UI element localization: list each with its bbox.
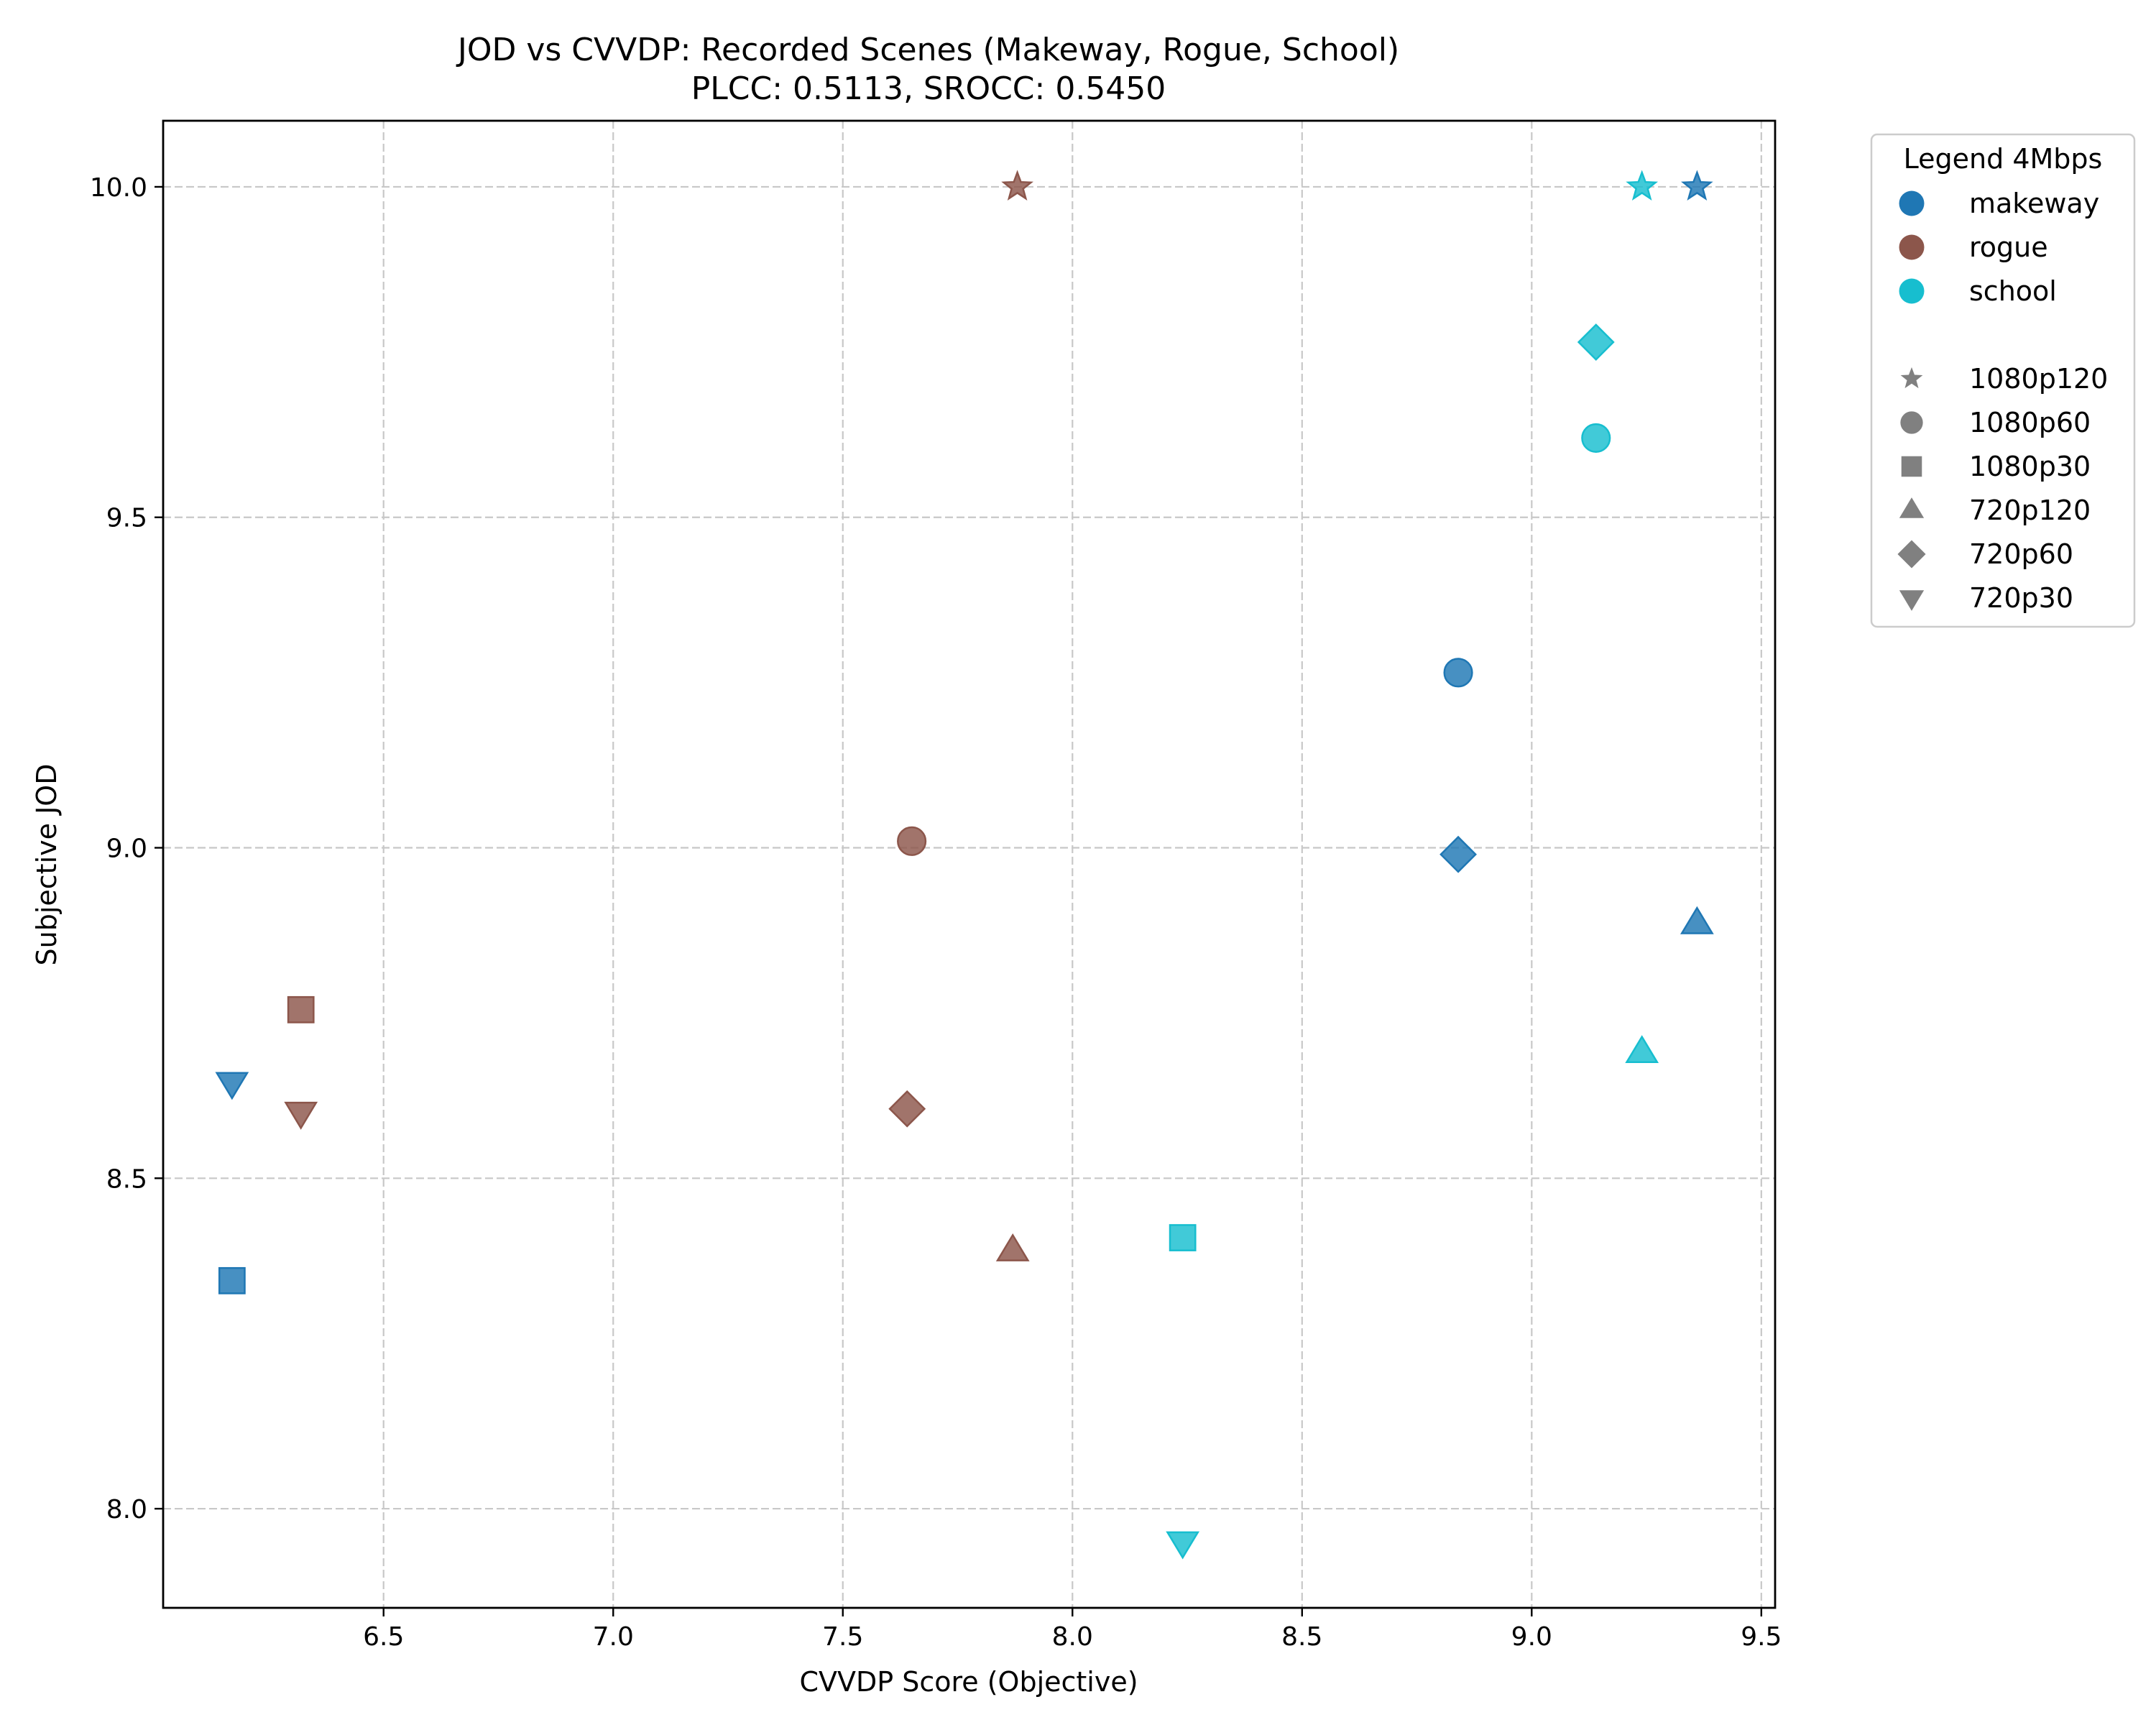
y-tick-label: 8.5: [106, 1164, 147, 1194]
x-tick-label: 8.0: [1052, 1622, 1093, 1652]
y-axis-label: Subjective JOD: [31, 764, 63, 966]
legend-marker-school: [1899, 278, 1925, 304]
data-point-school-1080p30: [1169, 1224, 1197, 1251]
y-tick-label: 10.0: [90, 173, 147, 203]
data-point-makeway-720p30: [215, 1072, 249, 1100]
legend-marker-720p120: [1899, 497, 1925, 518]
legend-marker-1080p60: [1900, 411, 1923, 434]
legend-label-720p60: 720p60: [1969, 538, 2073, 570]
data-point-makeway-1080p30: [218, 1266, 246, 1294]
legend-label-makeway: makeway: [1969, 188, 2099, 219]
legend-marker-rogue: [1899, 234, 1925, 260]
x-tick-label: 8.5: [1281, 1622, 1322, 1652]
x-tick-label: 7.5: [822, 1622, 863, 1652]
data-point-rogue-1080p30: [287, 995, 315, 1024]
legend-label-rogue: rogue: [1969, 231, 2048, 263]
legend-label-720p120: 720p120: [1969, 494, 2091, 526]
legend-entries: makeway rogue school 1080p120 1080p60 1080p30…: [1897, 188, 2108, 614]
legend-box: [1870, 133, 2136, 628]
data-point-rogue-1080p120: [1001, 170, 1033, 201]
data-point-rogue-720p120: [995, 1233, 1030, 1261]
legend-label-1080p30: 1080p30: [1969, 451, 2091, 482]
data-point-makeway-1080p120: [1681, 170, 1713, 201]
y-tick-label: 9.5: [106, 504, 147, 533]
chart-title: JOD vs CVVDP: Recorded Scenes (Makeway, …: [456, 32, 1399, 68]
grid-lines: [163, 121, 1775, 1608]
data-point-school-1080p60: [1581, 423, 1611, 453]
data-point-rogue-720p30: [284, 1101, 318, 1130]
axis-ticks: 6.5 7.0 7.5 8.0 8.5 9.0 9.5 8.0 8.5 9.0 9.5 10.0: [90, 173, 1782, 1652]
data-point-school-720p60: [1577, 323, 1615, 361]
data-point-makeway-720p60: [1439, 835, 1477, 873]
x-tick-label: 9.5: [1741, 1622, 1782, 1652]
x-tick-label: 6.5: [363, 1622, 404, 1652]
legend: Legend 4Mbps makeway rogue school 1080p120 1…: [1870, 133, 2136, 628]
y-tick-label: 8.0: [106, 1495, 147, 1524]
legend-marker-720p30: [1899, 590, 1925, 611]
chart-subtitle: PLCC: 0.5113, SROCC: 0.5450: [691, 70, 1166, 107]
plot-area-frame: [162, 119, 1777, 1609]
data-point-rogue-1080p60: [897, 826, 927, 856]
legend-label-1080p60: 1080p60: [1969, 407, 2091, 438]
data-point-school-1080p120: [1626, 170, 1659, 201]
data-point-rogue-720p60: [888, 1090, 926, 1128]
legend-title: Legend 4Mbps: [1904, 143, 2103, 175]
data-point-school-720p30: [1166, 1531, 1200, 1560]
x-axis-label: CVVDP Score (Objective): [799, 1666, 1138, 1698]
data-point-makeway-1080p60: [1443, 658, 1473, 688]
legend-marker-1080p120: [1900, 367, 1923, 389]
legend-marker-1080p30: [1901, 456, 1922, 477]
legend-label-720p30: 720p30: [1969, 582, 2073, 614]
legend-marker-makeway: [1899, 190, 1925, 216]
data-points: [215, 170, 1714, 1560]
data-point-school-720p120: [1625, 1035, 1659, 1064]
legend-label-1080p120: 1080p120: [1969, 363, 2108, 395]
legend-marker-720p60: [1897, 540, 1926, 569]
data-point-makeway-720p120: [1680, 906, 1714, 934]
x-tick-label: 9.0: [1511, 1622, 1552, 1652]
y-tick-label: 9.0: [106, 834, 147, 864]
x-tick-label: 7.0: [593, 1622, 634, 1652]
legend-label-school: school: [1969, 275, 2057, 307]
